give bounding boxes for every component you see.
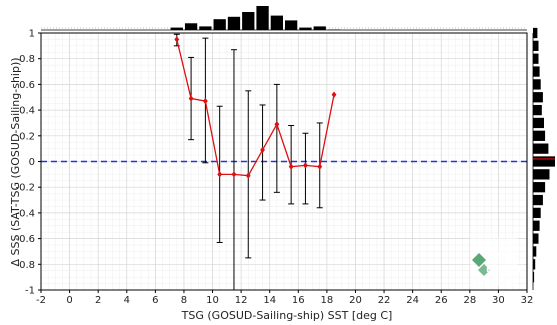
x-tick-label: 0 bbox=[66, 295, 72, 306]
x-axis-label: TSG (GOSUD-Sailing-ship) SST [deg C] bbox=[181, 309, 393, 322]
right-histogram-bar bbox=[533, 27, 538, 39]
right-histogram bbox=[532, 27, 555, 290]
x-tick-label: 2 bbox=[95, 295, 101, 306]
x-tick-label: 10 bbox=[206, 295, 219, 306]
right-histogram-bar bbox=[533, 169, 550, 180]
data-point bbox=[231, 171, 237, 178]
y-axis-ticks: -1 -0.8 -0.6 -0.4 -0.2 0 0.2 0.4 0.6 0.8 1 bbox=[15, 29, 41, 297]
right-histogram-bar bbox=[533, 143, 549, 154]
right-histogram-bar bbox=[533, 130, 546, 141]
x-tick-label: 16 bbox=[292, 295, 305, 306]
top-histogram-bar bbox=[299, 27, 312, 30]
top-histogram-bar bbox=[227, 16, 241, 30]
logo-diamond-1 bbox=[472, 253, 486, 267]
x-tick-label: 30 bbox=[492, 295, 505, 306]
x-tick-label: -2 bbox=[36, 295, 46, 306]
right-histogram-bar bbox=[533, 182, 546, 193]
right-histogram-bar bbox=[533, 194, 543, 206]
x-axis-ticks: -2 0 2 4 6 8 10 12 14 16 18 20 22 24 26 28 30 32 bbox=[36, 290, 533, 306]
y-tick-label: 0.8 bbox=[19, 54, 35, 65]
right-histogram-bar bbox=[533, 92, 543, 103]
data-point bbox=[331, 91, 337, 98]
y-tick-label: 1 bbox=[29, 29, 35, 40]
y-tick-label: -0.4 bbox=[15, 208, 35, 219]
right-histogram-bar bbox=[533, 117, 544, 129]
x-tick-label: 28 bbox=[463, 295, 476, 306]
data-point bbox=[202, 97, 208, 105]
right-histogram-bar bbox=[533, 104, 542, 116]
data-point bbox=[274, 121, 280, 128]
right-histogram-bar bbox=[533, 233, 539, 244]
top-histogram-bar bbox=[170, 27, 183, 30]
y-tick-label: -0.8 bbox=[15, 260, 35, 271]
right-histogram-bar bbox=[533, 207, 541, 219]
x-tick-label: 24 bbox=[406, 295, 419, 306]
x-tick-label: 8 bbox=[181, 295, 187, 306]
right-histogram-bar bbox=[533, 156, 555, 167]
logo-diamond-2 bbox=[478, 264, 490, 276]
y-tick-label: -0.6 bbox=[15, 234, 35, 245]
plot-area bbox=[40, 32, 528, 291]
right-histogram-bar bbox=[533, 259, 536, 270]
top-histogram-bar bbox=[313, 26, 326, 30]
x-tick-label: 20 bbox=[349, 295, 362, 306]
right-histogram-bar bbox=[533, 66, 540, 77]
x-tick-label: 22 bbox=[378, 295, 391, 306]
data-point bbox=[288, 163, 294, 170]
top-histogram-bar bbox=[199, 26, 212, 30]
y-tick-label: 0.2 bbox=[19, 131, 35, 142]
top-histogram-bar bbox=[184, 23, 198, 30]
data-point bbox=[217, 171, 223, 178]
x-tick-label: 4 bbox=[124, 295, 130, 306]
data-point bbox=[303, 162, 308, 169]
right-histogram-bar bbox=[533, 79, 541, 90]
x-tick-label: 12 bbox=[235, 295, 248, 306]
y-axis-label: Δ SSS (SAT-TSG (GOSUD-Sailing-ship)) bbox=[9, 57, 22, 266]
top-histogram bbox=[41, 6, 527, 31]
right-histogram-bar bbox=[533, 272, 535, 283]
top-histogram-bar bbox=[213, 19, 226, 30]
data-point bbox=[245, 172, 251, 179]
data-point bbox=[188, 95, 194, 102]
top-histogram-bar bbox=[242, 12, 255, 30]
right-histogram-bar bbox=[533, 220, 540, 231]
y-tick-label: -1 bbox=[25, 286, 35, 297]
x-tick-label: 18 bbox=[321, 295, 334, 306]
top-histogram-bar bbox=[270, 15, 283, 30]
right-histogram-bar bbox=[533, 53, 539, 64]
y-tick-label: 0 bbox=[29, 157, 35, 168]
data-point bbox=[174, 36, 180, 43]
top-histogram-bar bbox=[256, 6, 269, 30]
right-histogram-bar bbox=[533, 40, 539, 51]
y-tick-label: 0.6 bbox=[19, 80, 35, 91]
top-histogram-bar bbox=[285, 20, 298, 30]
logo-text-line1: smos bbox=[488, 250, 517, 261]
x-tick-label: 14 bbox=[263, 295, 276, 306]
series-line bbox=[176, 39, 335, 177]
y-tick-label: -0.2 bbox=[15, 183, 35, 194]
y-tick-label: 0.4 bbox=[19, 106, 35, 117]
x-tick-label: 32 bbox=[521, 295, 534, 306]
x-tick-label: 6 bbox=[152, 295, 158, 306]
logo-text-line2: pi-mep bbox=[486, 262, 525, 273]
data-point bbox=[317, 163, 323, 170]
right-histogram-bar bbox=[533, 246, 537, 257]
x-tick-label: 26 bbox=[435, 295, 448, 306]
data-point bbox=[260, 146, 265, 154]
